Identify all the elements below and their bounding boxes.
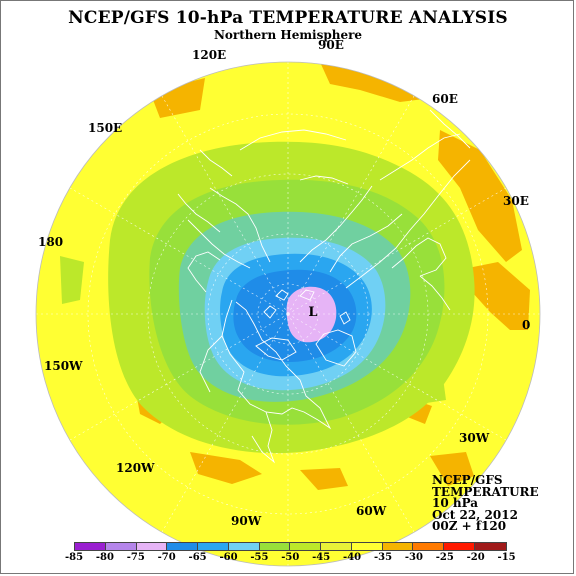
colorbar-tick-label: -20 — [466, 552, 485, 563]
lon-label-90w: 90W — [231, 514, 262, 528]
colorbar-tick-label: -45 — [312, 552, 331, 563]
colorbar-tick-label: -60 — [219, 552, 238, 563]
coastlines — [177, 109, 471, 464]
colorbar-ticks: -85 -80 -75 -70 -65 -60 -55 -50 -45 -40 -35 -30 -25 -… — [0, 552, 576, 566]
colorbar-tick-label: -85 — [64, 552, 84, 563]
colorbar-tick-label: -65 — [188, 552, 207, 563]
lon-label-150e: 150E — [88, 121, 123, 135]
colorbar-segment — [413, 543, 444, 550]
colorbar-tick-label: -15 — [497, 552, 516, 563]
info-date: Oct 22, 2012 — [432, 507, 518, 522]
colorbar-tick-label: -35 — [373, 552, 393, 563]
info-field: TEMPERATURE — [432, 484, 539, 499]
colorbar-segment — [351, 543, 383, 550]
map-title: NCEP/GFS 10-hPa TEMPERATURE ANALYSIS — [68, 8, 508, 28]
lon-label-0: 0 — [522, 318, 531, 332]
colorbar-tick-label: -55 — [250, 552, 269, 563]
colorbar-tick-label: -75 — [126, 552, 145, 563]
colorbar-segment — [228, 543, 260, 550]
info-level: 10 hPa — [432, 496, 479, 510]
colorbar-segment — [444, 543, 475, 550]
info-model: NCEP/GFS — [432, 473, 503, 487]
colorbar-segment — [474, 543, 506, 550]
colorbar-segment — [382, 543, 414, 550]
lon-label-120w: 120W — [116, 461, 155, 475]
colorbar — [74, 542, 507, 551]
colorbar-tick-label: -50 — [281, 552, 300, 563]
colorbar-segment — [105, 543, 137, 550]
colorbar-tick-label: -80 — [95, 552, 114, 563]
colorbar-segment — [136, 543, 168, 550]
colorbar-segment — [167, 543, 198, 550]
colorbar-segment — [321, 543, 352, 550]
lon-label-60e: 60E — [432, 92, 458, 106]
lon-label-180: 180 — [38, 235, 64, 249]
lon-label-60w: 60W — [356, 504, 387, 518]
colorbar-segment — [290, 543, 321, 550]
lon-label-90e: 90E — [318, 38, 344, 52]
map-border — [35, 61, 541, 567]
lon-label-30e: 30E — [503, 194, 529, 208]
lon-label-120e: 120E — [192, 48, 227, 62]
info-run: 00Z + f120 — [432, 519, 507, 533]
low-pressure-marker: L — [308, 305, 317, 320]
lon-label-30w: 30W — [459, 431, 490, 445]
colorbar-tick-label: -25 — [435, 552, 454, 563]
map-subtitle: Northern Hemisphere — [213, 28, 363, 42]
cold-core-minus-75 — [286, 286, 337, 343]
lon-label-150w: 150W — [44, 359, 83, 373]
colorbar-segment — [75, 543, 106, 550]
graticule — [36, 62, 540, 566]
run-info: NCEP/GFS TEMPERATURE 10 hPa Oct 22, 2012… — [432, 473, 539, 533]
colorbar-segment — [198, 543, 229, 550]
colorbar-tick-label: -40 — [343, 552, 362, 563]
colorbar-tick-label: -70 — [157, 552, 176, 563]
colorbar-segment — [259, 543, 291, 550]
colorbar-tick-label: -30 — [404, 552, 423, 563]
